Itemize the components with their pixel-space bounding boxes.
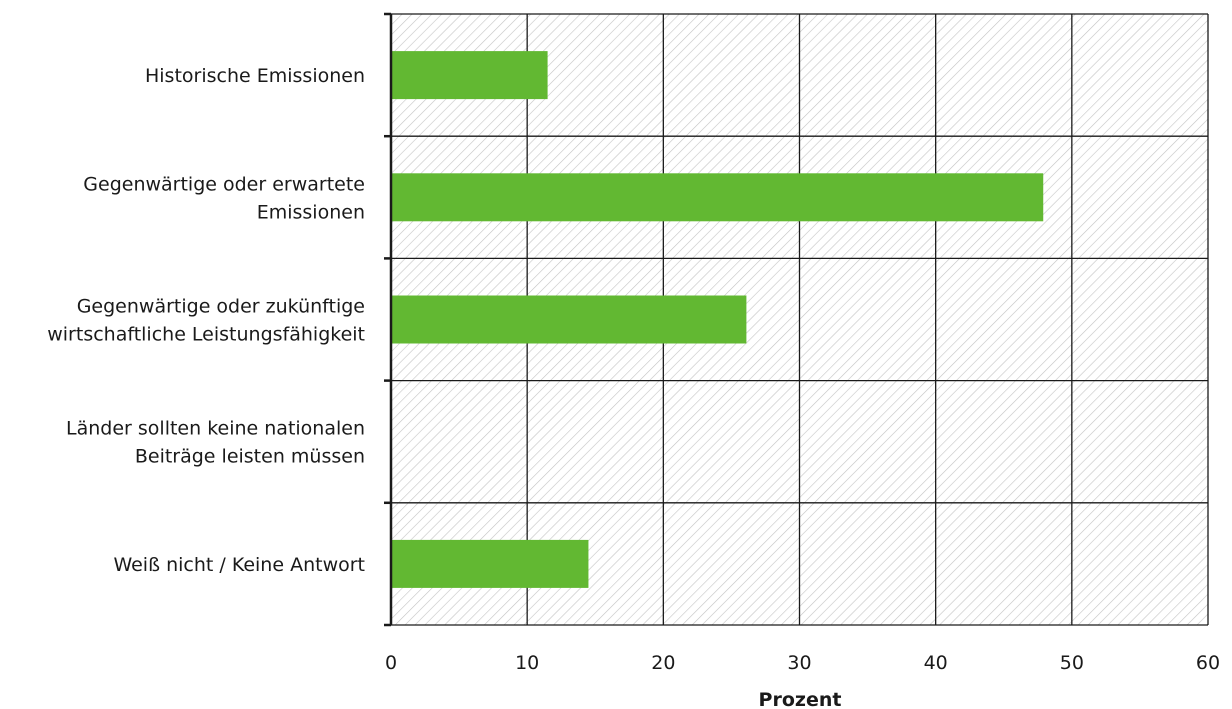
category-label: Gegenwärtige oder zukünftige wirtschaftli… (47, 296, 365, 346)
category-label: Historische Emissionen (145, 65, 365, 87)
bar (391, 173, 1044, 222)
bar (391, 51, 548, 100)
category-labels: Historische Emissionen Gegenwärtige oder … (47, 65, 365, 576)
x-tick-label: 10 (515, 652, 539, 674)
x-tick-label: 0 (385, 652, 397, 674)
bars (391, 51, 1044, 588)
x-tick-label: 20 (651, 652, 675, 674)
x-tick-label: 40 (924, 652, 948, 674)
y-axis (384, 12, 393, 627)
category-label: Gegenwärtige oder erwartete Emissionen (83, 173, 365, 223)
x-tick-labels: 0 10 20 30 40 50 60 (385, 652, 1220, 674)
category-label: Weiß nicht / Keine Antwort (113, 554, 365, 576)
x-axis-title: Prozent (759, 689, 842, 709)
x-tick-label: 50 (1060, 652, 1084, 674)
x-tick-label: 30 (787, 652, 811, 674)
x-tick-label: 60 (1196, 652, 1220, 674)
bar (391, 539, 589, 588)
category-label: Länder sollten keine nationalen Beiträge … (66, 418, 365, 468)
bar (391, 295, 747, 344)
